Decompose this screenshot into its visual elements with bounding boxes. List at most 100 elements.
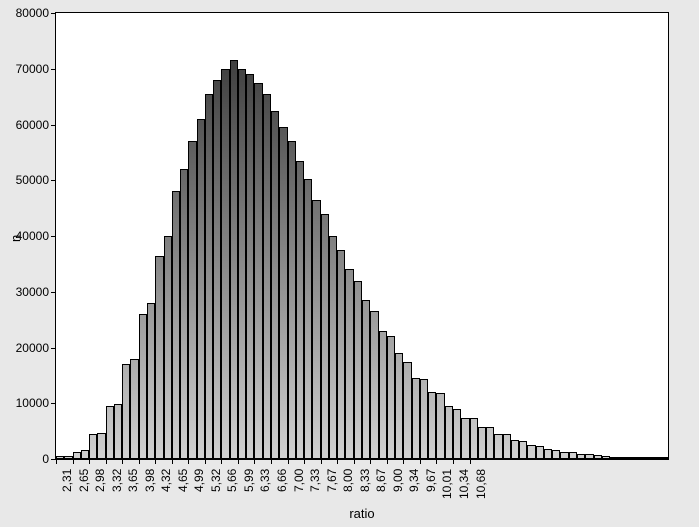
histogram-bar (519, 441, 527, 459)
x-tick-label: 9,67 (424, 469, 438, 492)
x-tick-label: 10,68 (474, 468, 488, 498)
x-tick-mark (354, 460, 355, 464)
histogram-bar (89, 434, 97, 459)
x-tick-mark (172, 460, 173, 464)
histogram-bar (486, 427, 494, 459)
x-tick-mark (304, 460, 305, 464)
histogram-bar (453, 409, 461, 459)
histogram-bar (651, 457, 659, 459)
histogram-bar (81, 450, 89, 459)
x-tick-mark (188, 460, 189, 464)
x-tick-mark (205, 460, 206, 464)
histogram-bar (73, 452, 81, 459)
y-tick-label: 80000 (16, 6, 49, 20)
histogram-bar (635, 457, 643, 459)
histogram-bar (594, 455, 602, 459)
x-axis-label: ratio (55, 506, 669, 521)
x-tick-label: 5,66 (225, 469, 239, 492)
y-tick-mark (51, 403, 55, 404)
histogram-bar (271, 111, 279, 459)
histogram-bar (122, 364, 130, 459)
y-tick-label: 20000 (16, 341, 49, 355)
histogram-bar (610, 457, 618, 460)
y-tick-label: 10000 (16, 396, 49, 410)
y-tick-mark (51, 13, 55, 14)
histogram-bar (602, 456, 610, 459)
x-tick-label: 8,00 (341, 469, 355, 492)
histogram-bar (536, 446, 544, 459)
y-tick-label: 0 (42, 452, 49, 466)
x-tick-label: 2,98 (93, 469, 107, 492)
histogram-bar (337, 250, 345, 459)
histogram-bar (436, 393, 444, 459)
histogram-bar (254, 83, 262, 459)
y-tick-mark (51, 348, 55, 349)
x-tick-mark (288, 460, 289, 464)
x-tick-label: 5,99 (242, 469, 256, 492)
x-tick-label: 9,34 (407, 469, 421, 492)
histogram-bar (246, 74, 254, 459)
histogram-bar (387, 336, 395, 459)
x-tick-mark (254, 460, 255, 464)
histogram-bar (412, 378, 420, 459)
histogram-bar (403, 362, 411, 459)
y-tick-label: 30000 (16, 285, 49, 299)
x-tick-mark (387, 460, 388, 464)
histogram-bar (461, 418, 469, 459)
histogram-bar (511, 440, 519, 459)
x-tick-label: 6,33 (258, 469, 272, 492)
x-tick-mark (403, 460, 404, 464)
x-tick-mark (370, 460, 371, 464)
x-tick-mark (321, 460, 322, 464)
histogram-bar (395, 353, 403, 459)
histogram-bar (230, 60, 238, 459)
x-tick-label: 3,32 (110, 469, 124, 492)
x-tick-label: 3,98 (143, 469, 157, 492)
x-tick-mark (73, 460, 74, 464)
x-tick-mark (420, 460, 421, 464)
x-tick-mark (139, 460, 140, 464)
histogram-bar (221, 69, 229, 459)
y-axis-label: n (8, 235, 23, 242)
histogram-bar (180, 169, 188, 459)
y-tick-label: 50000 (16, 173, 49, 187)
x-tick-label: 4,99 (192, 469, 206, 492)
histogram-bar (213, 80, 221, 459)
histogram-bar (379, 331, 387, 459)
x-tick-label: 5,32 (209, 469, 223, 492)
x-tick-mark (155, 460, 156, 464)
histogram-bar (106, 406, 114, 459)
histogram-bar (329, 236, 337, 459)
x-tick-label: 7,00 (292, 469, 306, 492)
x-tick-mark (238, 460, 239, 464)
x-tick-label: 6,66 (275, 469, 289, 492)
x-tick-label: 4,65 (176, 469, 190, 492)
plot-area (55, 12, 669, 460)
x-tick-mark (56, 460, 57, 464)
histogram-bar (420, 379, 428, 459)
histogram-bar (64, 456, 72, 459)
x-tick-mark (106, 460, 107, 464)
histogram-bar (643, 457, 651, 459)
x-tick-mark (337, 460, 338, 464)
x-tick-label: 2,31 (60, 469, 74, 492)
histogram-bar (147, 303, 155, 459)
histogram-bar (585, 454, 593, 459)
y-tick-mark (51, 69, 55, 70)
histogram-bar (560, 452, 568, 459)
histogram-bar (362, 300, 370, 459)
histogram-bar (139, 314, 147, 459)
histogram-bar (188, 141, 196, 459)
x-tick-label: 8,67 (374, 469, 388, 492)
histogram-bar (577, 454, 585, 459)
histogram-bar (627, 457, 635, 459)
x-tick-mark (271, 460, 272, 464)
histogram-bar (494, 434, 502, 459)
histogram-bar (345, 269, 353, 459)
x-tick-label: 7,67 (325, 469, 339, 492)
histogram-bar (238, 69, 246, 459)
histogram-bar (279, 127, 287, 459)
x-tick-mark (453, 460, 454, 464)
histogram-bar (172, 191, 180, 459)
histogram-bar (618, 457, 626, 459)
